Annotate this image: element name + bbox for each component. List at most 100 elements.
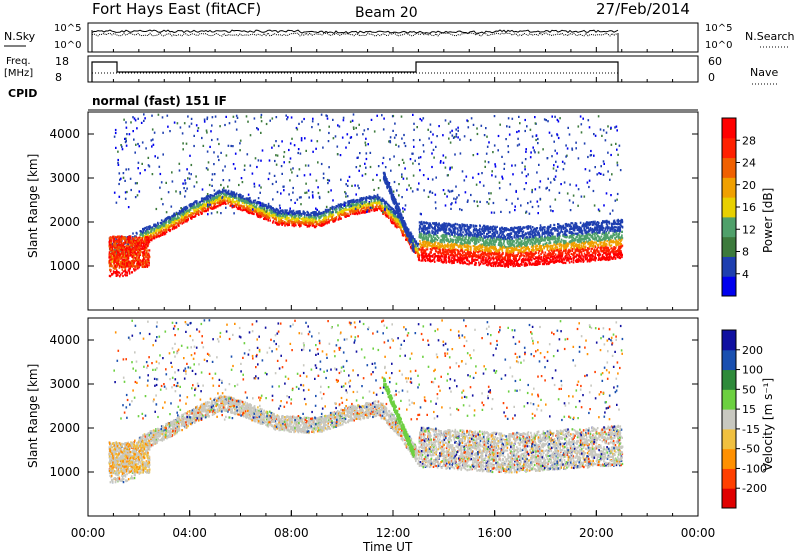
scatter-cell (601, 235, 603, 237)
scatter-cell (117, 253, 119, 255)
scatter-cell (270, 209, 272, 211)
scatter-cell (462, 231, 464, 233)
scatter-cell (119, 247, 121, 249)
scatter-cell (139, 253, 141, 255)
scatter-cell (183, 211, 185, 213)
scatter-cell (350, 211, 352, 213)
noise-sky-line (92, 30, 618, 33)
noise-right-tick-bottom: 10^0 (705, 40, 732, 51)
scatter-cell (143, 266, 145, 268)
scatter-cell (117, 261, 119, 263)
scatter-cell (399, 224, 401, 226)
scatter-cell (213, 201, 215, 203)
scatter-cell (364, 202, 366, 204)
scatter-cell (276, 209, 278, 211)
scatter-cell (246, 198, 248, 200)
scatter-cell (142, 262, 144, 264)
scatter-cell (266, 218, 268, 220)
scatter-cell (261, 205, 263, 207)
scatter-cell (415, 249, 417, 251)
scatter-cell (165, 218, 167, 220)
scatter-cell (416, 251, 418, 253)
scatter-cell (357, 213, 359, 215)
scatter-cell (201, 198, 203, 200)
scatter-cell (131, 256, 133, 258)
scatter-cell (205, 210, 207, 212)
scatter-cell (306, 211, 308, 213)
scatter-cell (422, 245, 424, 247)
scatter-cell (290, 211, 292, 213)
scatter-cell (310, 223, 312, 225)
noise-right-tick-top: 10^5 (705, 23, 732, 34)
scatter-cell (417, 254, 419, 256)
scatter-cell (146, 230, 148, 232)
scatter-cell (172, 221, 174, 223)
scatter-cell (485, 257, 487, 259)
scatter-cell (168, 229, 170, 231)
scatter-cell (185, 206, 187, 208)
scatter-cell (540, 253, 542, 255)
scatter-cell (147, 242, 149, 244)
scatter-cell (113, 250, 115, 252)
scatter-cell (248, 212, 250, 214)
scatter-cell (273, 215, 275, 217)
scatter-cell (140, 230, 142, 232)
scatter-cell (270, 214, 272, 216)
scatter-cell (290, 214, 292, 216)
scatter-cell (373, 210, 375, 212)
scatter-cell (132, 232, 134, 234)
scatter-cell (116, 270, 118, 272)
noise-traces (92, 30, 618, 52)
scatter-cell (394, 224, 396, 226)
scatter-cell (205, 198, 207, 200)
scatter-cell (581, 235, 583, 237)
scatter-cell (119, 240, 121, 242)
scatter-cell (302, 219, 304, 221)
scatter-cell (118, 243, 120, 245)
scatter-cell (161, 230, 163, 232)
scatter-cell (306, 214, 308, 216)
scatter-cell (588, 226, 590, 228)
scatter-cell (128, 240, 130, 242)
scatter-cell (256, 204, 258, 206)
scatter-cell (251, 210, 253, 212)
scatter-cell (273, 220, 275, 222)
scatter-cell (328, 221, 330, 223)
scatter-cell (489, 231, 491, 233)
scatter-cell (182, 217, 184, 219)
scatter-cell (173, 226, 175, 228)
scatter-cell (148, 262, 150, 264)
scatter-cell (269, 219, 271, 221)
scatter-cell (147, 265, 149, 267)
scatter-cell (392, 218, 394, 220)
scatter-cell (126, 272, 128, 274)
scatter-cell (398, 221, 400, 223)
scatter-cell (229, 193, 231, 195)
scatter-cell (266, 206, 268, 208)
freq-right-tick-top: 60 (708, 55, 722, 68)
scatter-cell (262, 204, 264, 206)
scatter-cell (267, 213, 269, 215)
scatter-cell (218, 191, 220, 193)
scatter-cell (255, 210, 257, 212)
scatter-cell (146, 239, 148, 241)
scatter-cell (130, 241, 132, 243)
scatter-cell (132, 260, 134, 262)
scatter-cell (234, 205, 236, 207)
scatter-cell (315, 226, 317, 228)
scatter-cell (113, 239, 115, 241)
scatter-cell (209, 200, 211, 202)
scatter-cell (145, 255, 147, 257)
scatter-cell (400, 226, 402, 228)
scatter-cell (148, 232, 150, 234)
scatter-cell (330, 215, 332, 217)
scatter-cell (220, 200, 222, 202)
scatter-cell (245, 209, 247, 211)
scatter-cell (109, 261, 111, 263)
scatter-cell (153, 230, 155, 232)
scatter-cell (138, 238, 140, 240)
scatter-cell (114, 251, 116, 253)
scatter-cell (394, 212, 396, 214)
scatter-cell (223, 190, 225, 192)
scatter-cell (198, 211, 200, 213)
